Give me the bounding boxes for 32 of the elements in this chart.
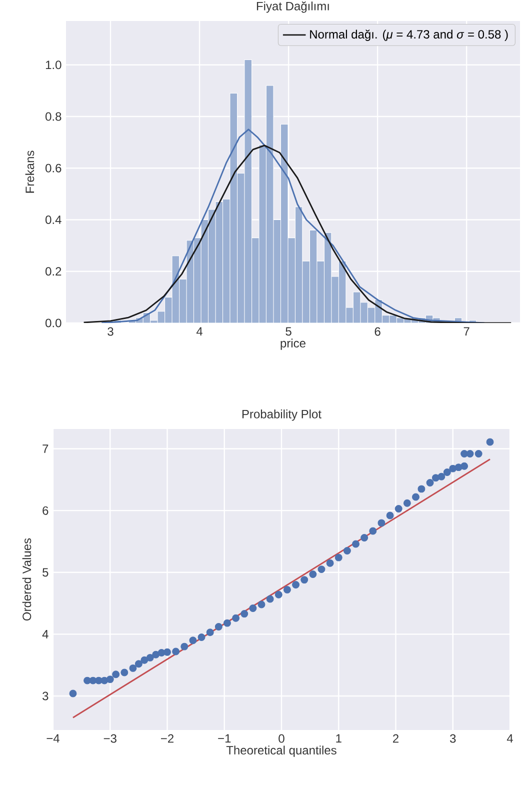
x-tick-label: 4	[506, 734, 513, 743]
y-tick-label: 0.2	[46, 267, 62, 276]
x-tick-label: 0	[278, 734, 284, 743]
x-tick-label: 7	[464, 327, 470, 336]
x-axis-title: Theoretical quantiles	[226, 746, 336, 757]
x-tick-label: −3	[104, 734, 116, 743]
x-tick-label: 2	[393, 734, 398, 743]
x-tick-label: −4	[46, 734, 60, 743]
x-tick-label: −2	[160, 734, 174, 743]
y-axis-title: Ordered Values	[22, 538, 32, 621]
x-tick-label: 5	[286, 327, 292, 336]
x-tick-label: 3	[108, 327, 114, 336]
x-axis-title: price	[280, 338, 306, 350]
y-tick-label: 5	[42, 568, 48, 577]
y-tick-label: 1.0	[46, 60, 62, 70]
y-tick-label: 7	[42, 444, 48, 453]
legend-label: Normal dağı. (μ = 4.73 and σ = 0.58 )	[310, 30, 508, 41]
y-tick-label: 3	[42, 692, 48, 700]
x-tick-label: 6	[374, 327, 380, 336]
chart-title: Fiyat Dağılımı	[256, 1, 329, 13]
x-tick-label: 1	[336, 734, 342, 743]
y-axis-title: Frekans	[25, 150, 34, 193]
x-tick-label: 3	[450, 734, 456, 743]
chart-title: Probability Plot	[242, 410, 322, 421]
y-tick-label: 0.4	[46, 215, 62, 224]
y-tick-label: 0.0	[46, 318, 62, 328]
y-tick-label: 6	[42, 506, 48, 515]
x-tick-label: 4	[196, 327, 203, 336]
y-tick-label: 0.8	[46, 112, 62, 121]
y-tick-label: 4	[42, 630, 48, 638]
y-tick-label: 0.6	[46, 164, 62, 172]
x-tick-label: −1	[218, 734, 231, 743]
